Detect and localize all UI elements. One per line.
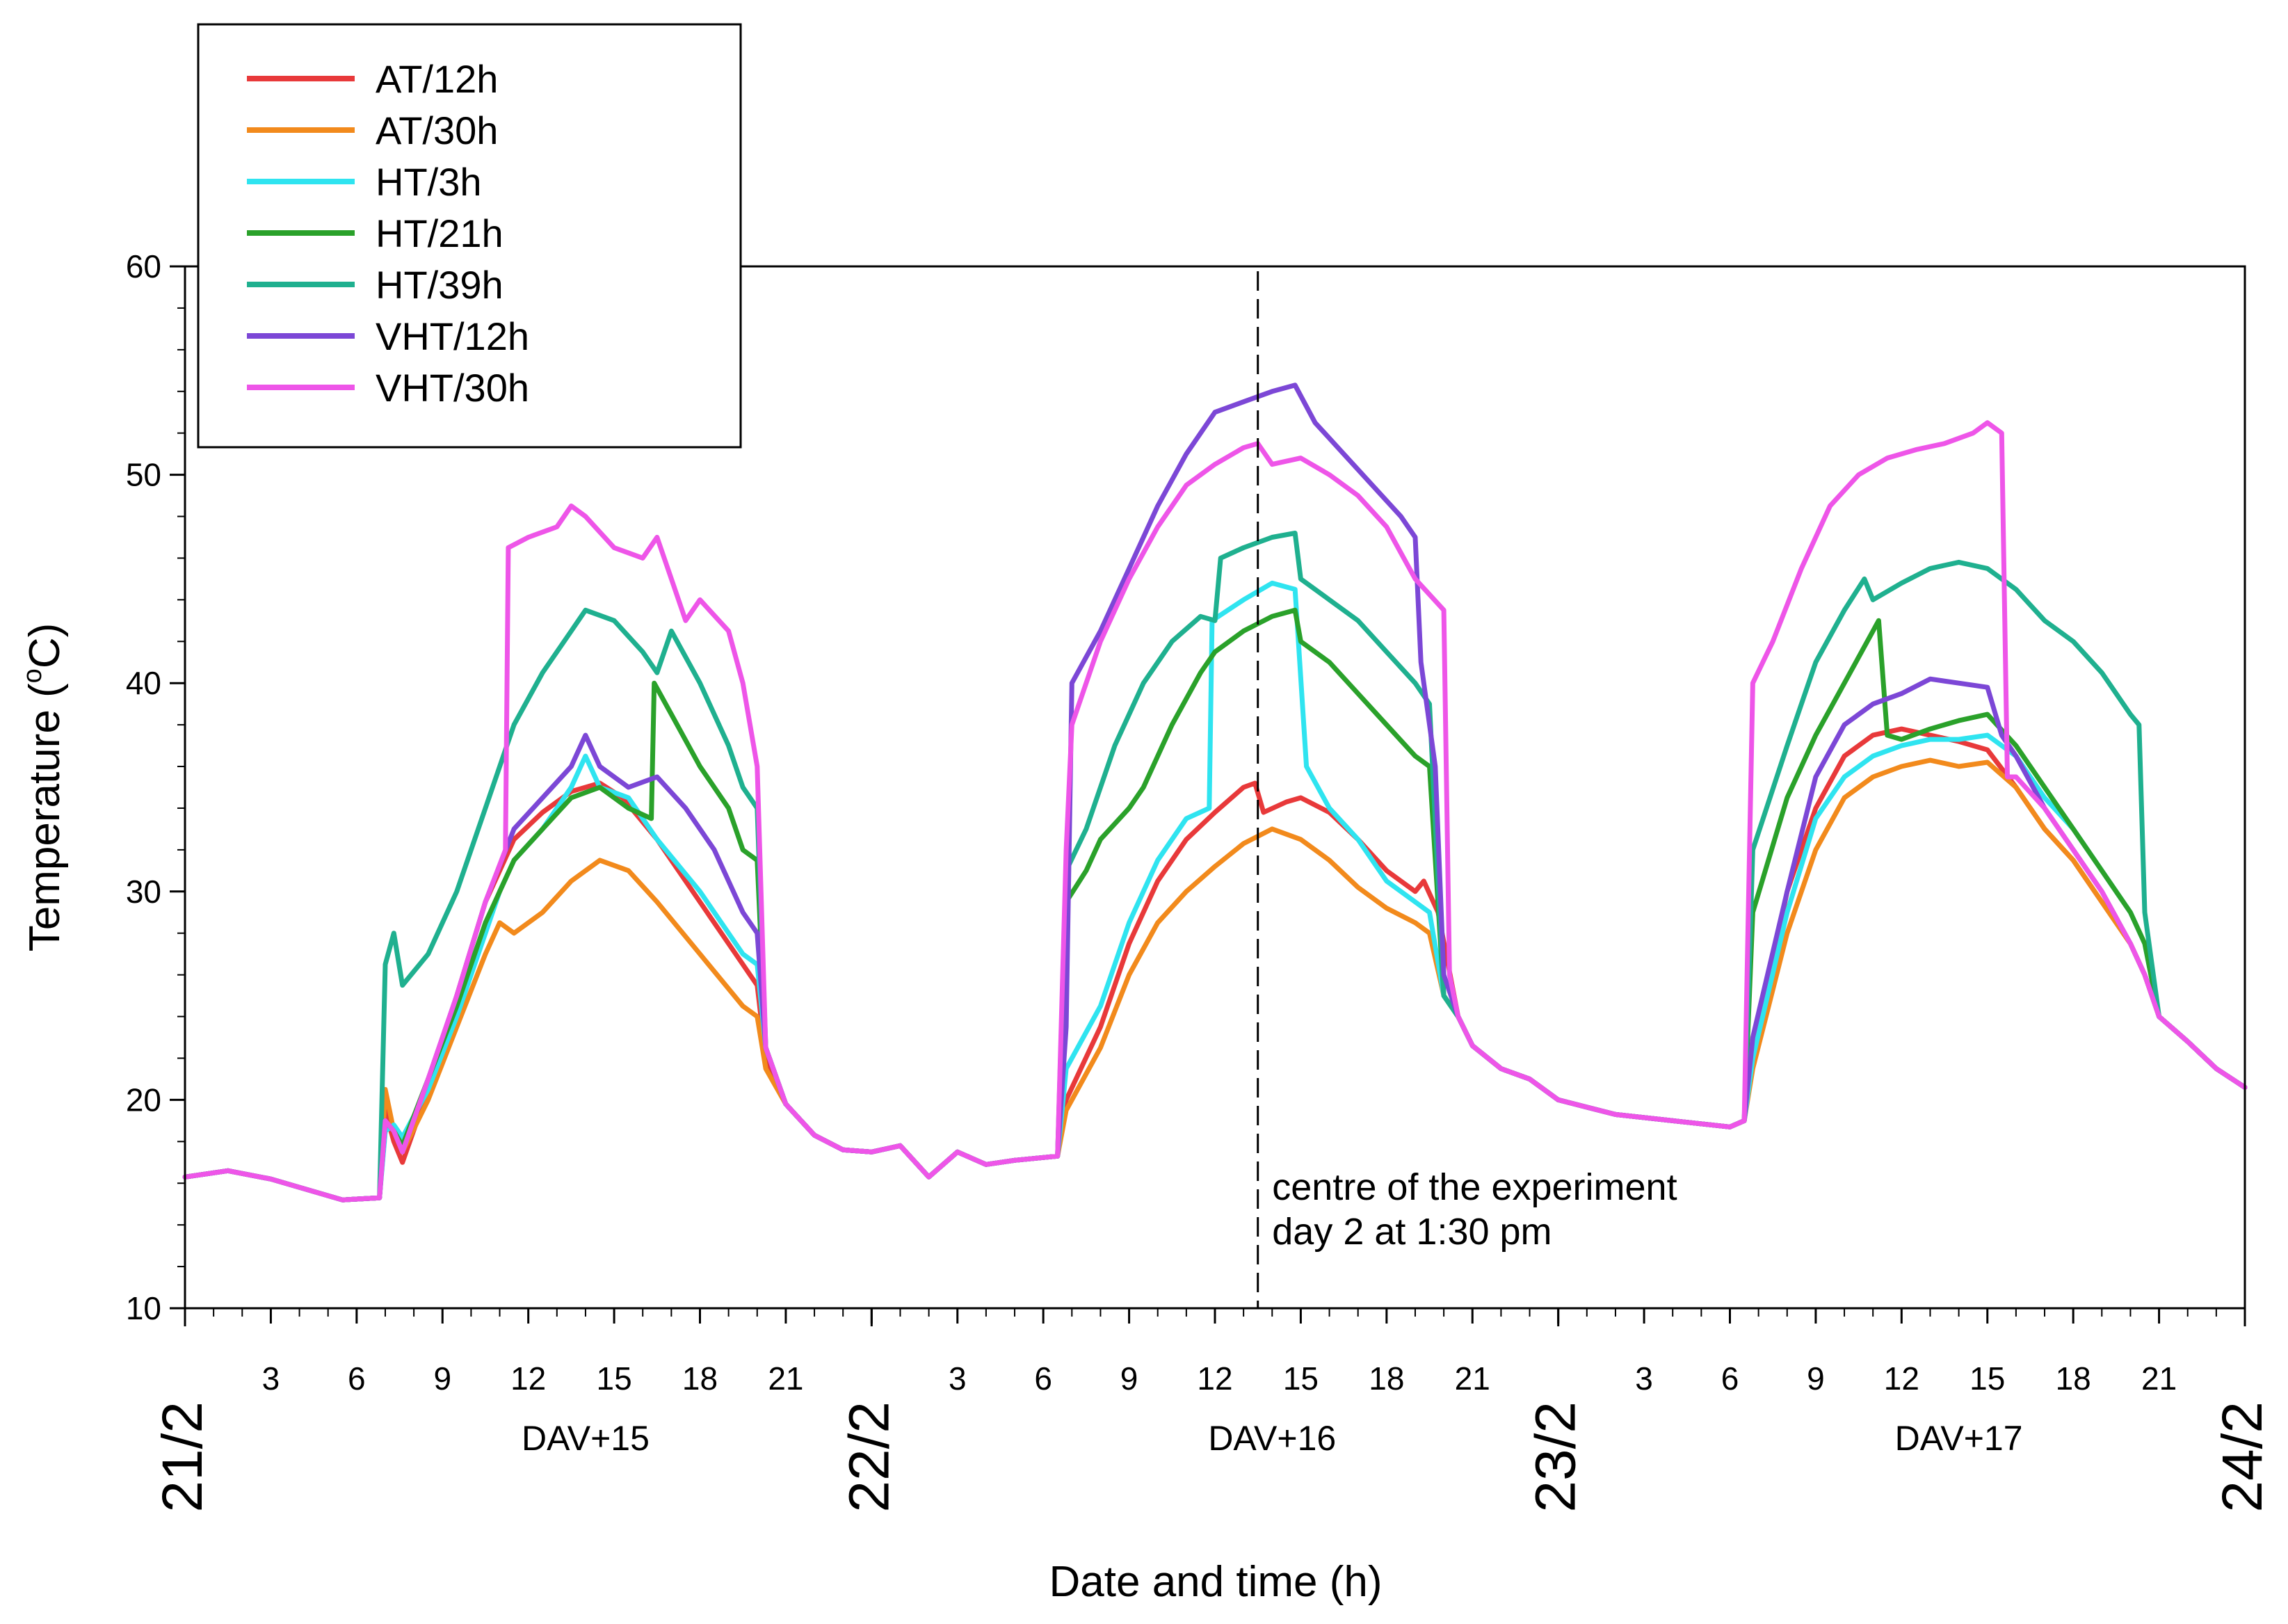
annotation: centre of the experiment day 2 at 1:30 p… xyxy=(1272,1166,1677,1253)
series-line-7 xyxy=(182,420,2248,1203)
x-axis: 3 6 9 12 15 18 21 3 6 9 12 15 18 21 3 6 9 12 15 18 21 21/2 22/… xyxy=(151,1308,2274,1513)
x-day-label: DAV+16 xyxy=(1208,1419,1336,1458)
x-hour-label: 9 xyxy=(1120,1360,1138,1397)
x-hour-label: 18 xyxy=(2056,1360,2091,1397)
legend-label-4: HT/21h xyxy=(376,211,503,255)
x-hour-label: 12 xyxy=(1197,1360,1232,1397)
y-axis-title-suffix: C) xyxy=(21,623,69,668)
legend: AT/12h AT/30h HT/3h HT/21h HT/39h VHT/12h VHT/… xyxy=(197,23,742,449)
x-hour-label: 15 xyxy=(596,1360,631,1397)
x-hour-label: 21 xyxy=(1455,1360,1490,1397)
x-hour-label: 6 xyxy=(348,1360,366,1397)
series-layer xyxy=(182,383,2248,1203)
x-date-label: 22/2 xyxy=(837,1401,901,1513)
y-axis: 10 20 30 40 50 60 xyxy=(126,248,185,1326)
legend-label-7: VHT/30h xyxy=(376,366,529,410)
y-axis-title-prefix: Temperature ( xyxy=(21,683,69,951)
series-line-5 xyxy=(182,531,2248,1203)
legend-label-6: VHT/12h xyxy=(376,314,529,358)
x-hour-label: 12 xyxy=(510,1360,546,1397)
x-hour-label: 21 xyxy=(768,1360,803,1397)
legend-label-2: AT/30h xyxy=(376,108,498,152)
x-hour-label: 18 xyxy=(682,1360,718,1397)
y-tick-label: 20 xyxy=(126,1082,161,1118)
x-axis-title: Date and time (h) xyxy=(1049,1558,1383,1606)
x-date-label: 23/2 xyxy=(1524,1401,1588,1513)
legend-label-1: AT/12h xyxy=(376,57,498,101)
series-line-4 xyxy=(182,607,2248,1203)
x-hour-label: 3 xyxy=(262,1360,280,1397)
x-hour-label: 15 xyxy=(1283,1360,1319,1397)
x-hour-label: 9 xyxy=(1807,1360,1825,1397)
annotation-line-1: centre of the experiment xyxy=(1272,1166,1677,1208)
x-hour-label: 15 xyxy=(1969,1360,2005,1397)
x-hour-label: 3 xyxy=(949,1360,967,1397)
x-hour-label: 21 xyxy=(2141,1360,2177,1397)
y-tick-label: 40 xyxy=(126,665,161,701)
series-line-6 xyxy=(182,383,2248,1203)
x-date-label: 21/2 xyxy=(151,1401,214,1513)
y-axis-title-degree: o xyxy=(18,668,47,683)
y-tick-label: 10 xyxy=(126,1290,161,1326)
legend-label-3: HT/3h xyxy=(376,160,482,204)
x-hour-label: 9 xyxy=(433,1360,451,1397)
x-date-label: 24/2 xyxy=(2211,1401,2274,1513)
y-tick-label: 50 xyxy=(126,457,161,493)
x-hour-label: 3 xyxy=(1635,1360,1653,1397)
y-tick-label: 60 xyxy=(126,248,161,284)
x-hour-label: 6 xyxy=(1721,1360,1739,1397)
x-day-label: DAV+17 xyxy=(1895,1419,2023,1458)
y-axis-title: Temperature (oC) xyxy=(18,623,69,952)
annotation-line-2: day 2 at 1:30 pm xyxy=(1272,1211,1552,1253)
x-hour-label: 6 xyxy=(1034,1360,1052,1397)
legend-entries: AT/12h AT/30h HT/3h HT/21h HT/39h VHT/12h VHT/… xyxy=(247,57,529,410)
x-day-label: DAV+15 xyxy=(522,1419,650,1458)
y-tick-label: 30 xyxy=(126,874,161,910)
series-line-2 xyxy=(182,757,2248,1203)
x-hour-label: 18 xyxy=(1369,1360,1404,1397)
series-line-1 xyxy=(182,726,2248,1203)
legend-label-5: HT/39h xyxy=(376,263,503,307)
x-hour-label: 12 xyxy=(1884,1360,1919,1397)
